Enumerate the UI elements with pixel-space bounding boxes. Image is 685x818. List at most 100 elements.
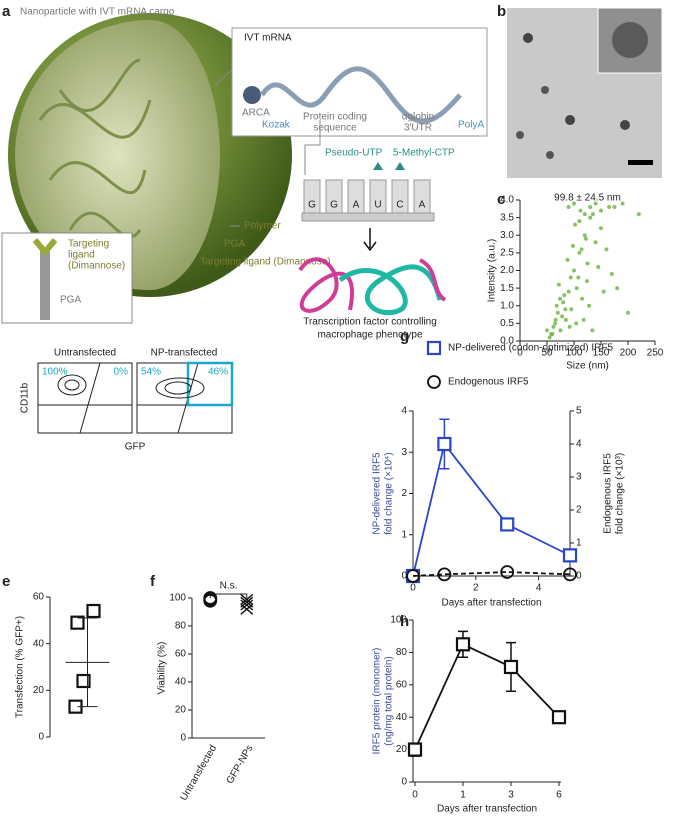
point bbox=[565, 257, 570, 262]
label: ARCA bbox=[242, 108, 270, 119]
legend-label: Endogenous IRF5 bbox=[448, 377, 529, 388]
point bbox=[588, 215, 593, 220]
marker bbox=[551, 710, 567, 725]
point bbox=[557, 296, 562, 301]
point bbox=[563, 317, 568, 322]
axis-label: Days after transfection bbox=[441, 598, 541, 609]
panel-label: g bbox=[400, 328, 409, 345]
contour bbox=[155, 377, 205, 399]
label: PGA bbox=[224, 239, 245, 250]
point bbox=[558, 328, 563, 333]
quadrant-label: 0% bbox=[114, 367, 129, 378]
particle bbox=[612, 22, 648, 58]
legend-label: NP-delivered (codon-optimized) IRF5 bbox=[448, 343, 614, 354]
tick-label: 80 bbox=[175, 621, 187, 632]
axis-label: IRF5 protein (monomer) bbox=[372, 648, 383, 755]
significance-bracket bbox=[209, 593, 248, 598]
label: Pseudo-UTP bbox=[325, 148, 383, 159]
point bbox=[577, 219, 582, 224]
point bbox=[569, 307, 574, 312]
marker bbox=[240, 599, 254, 611]
helix bbox=[298, 257, 354, 313]
tick-label: 60 bbox=[175, 649, 187, 660]
base bbox=[391, 179, 409, 214]
tick-label: 20 bbox=[33, 685, 45, 696]
tick-label: 4 bbox=[576, 439, 582, 450]
series-line bbox=[412, 571, 571, 577]
flow-plots: Untransfected NP-transfected 100% 0% 54%… bbox=[20, 348, 234, 453]
tick-label: 0 bbox=[401, 777, 407, 788]
micrograph bbox=[507, 7, 663, 178]
marker bbox=[86, 603, 101, 619]
cap bbox=[243, 86, 261, 104]
series-line bbox=[414, 643, 560, 750]
tick-label: 0 bbox=[38, 732, 44, 743]
base bbox=[369, 179, 387, 214]
base-letter: G bbox=[308, 200, 316, 211]
point bbox=[607, 205, 612, 210]
modification bbox=[373, 162, 405, 170]
point bbox=[590, 212, 595, 217]
annotation: N.s. bbox=[220, 581, 238, 592]
tick-label: 1.5 bbox=[500, 283, 514, 294]
point bbox=[612, 205, 617, 210]
base-letter: G bbox=[330, 200, 338, 211]
point bbox=[549, 331, 554, 336]
plot-title: NP-transfected bbox=[151, 348, 218, 359]
quadrant-label: 100% bbox=[42, 367, 68, 378]
tick-label: 60 bbox=[33, 592, 45, 603]
point bbox=[572, 268, 576, 273]
helix bbox=[418, 258, 447, 302]
tick-label: 200 bbox=[620, 348, 637, 359]
tick-label: 100 bbox=[390, 615, 407, 626]
point bbox=[568, 275, 573, 280]
point bbox=[577, 250, 582, 255]
caption: macrophage phenotype bbox=[317, 330, 423, 341]
tick-label: 100 bbox=[566, 348, 583, 359]
axis-label: Intensity (a.u.) bbox=[487, 239, 498, 302]
marker bbox=[240, 596, 254, 608]
tick-label: 4 bbox=[536, 583, 542, 594]
panel-label: h bbox=[400, 613, 409, 630]
point bbox=[587, 303, 592, 308]
tick-label: 0.0 bbox=[500, 336, 514, 347]
marker bbox=[500, 517, 515, 532]
marker bbox=[427, 375, 441, 389]
axis-label: Transfection (% GFP+) bbox=[15, 616, 26, 718]
base-letter: C bbox=[396, 200, 403, 211]
point bbox=[582, 212, 587, 217]
x-tick-label: GFP-NPs bbox=[225, 743, 256, 786]
point bbox=[596, 264, 601, 269]
point bbox=[626, 310, 630, 315]
point bbox=[562, 293, 567, 298]
marker bbox=[240, 593, 254, 605]
ligand bbox=[32, 238, 58, 257]
strands bbox=[38, 58, 152, 239]
point bbox=[566, 289, 571, 294]
label: PGA bbox=[60, 295, 81, 306]
x-tick-label: 6 bbox=[556, 790, 562, 801]
tick-label: 4.0 bbox=[500, 195, 514, 206]
x-tick-label: 3 bbox=[508, 790, 514, 801]
tick-label: 50 bbox=[541, 348, 553, 359]
x-tick-label: 0 bbox=[412, 790, 418, 801]
marker bbox=[76, 673, 91, 689]
tick-label: 40 bbox=[396, 712, 408, 723]
tick-label: 0 bbox=[517, 348, 523, 359]
axis-label: fold change (×10⁴) bbox=[384, 452, 395, 534]
tick-label: 3 bbox=[576, 472, 582, 483]
axis-label: (ng/mg total protein) bbox=[384, 656, 395, 746]
marker bbox=[437, 436, 452, 452]
quadrant-label: 46% bbox=[208, 367, 228, 378]
marker bbox=[455, 637, 471, 652]
label: Polymer bbox=[244, 221, 281, 232]
point bbox=[574, 321, 579, 326]
contour bbox=[64, 379, 80, 391]
tick-label: 80 bbox=[396, 647, 408, 658]
tick-label: 2 bbox=[401, 488, 407, 499]
caption: Transcription factor controlling bbox=[303, 317, 437, 328]
point bbox=[581, 317, 586, 322]
gates bbox=[38, 362, 232, 434]
tick-label: 0 bbox=[180, 733, 186, 744]
